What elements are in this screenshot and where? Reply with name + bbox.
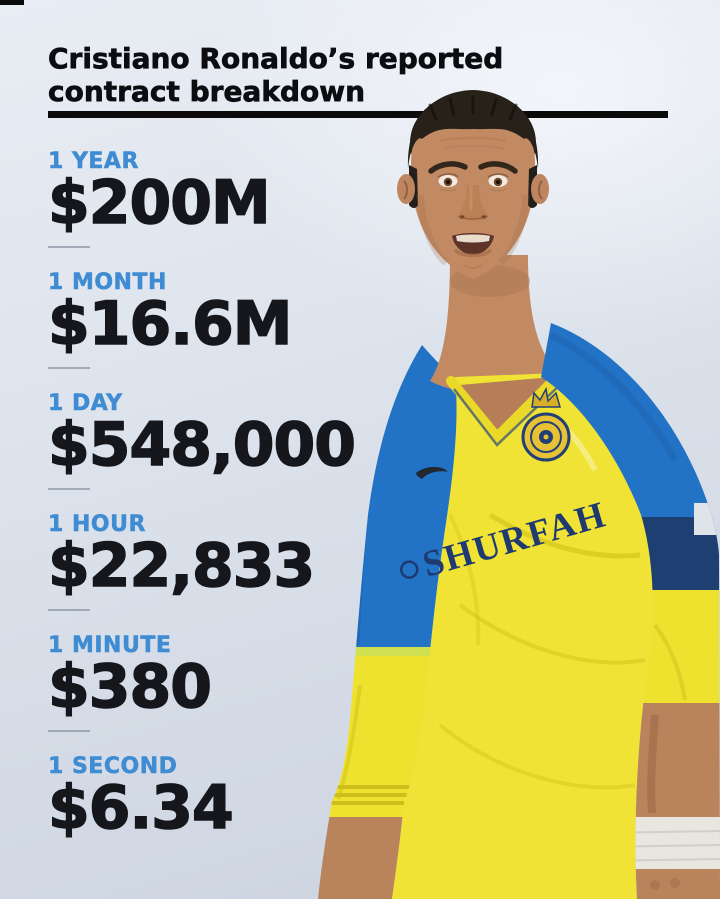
stat-amount-value: $6.34 <box>47 773 234 843</box>
stat-period-label: 1 SECOND <box>48 754 178 779</box>
stat-amount-value: $16.6M <box>47 289 293 359</box>
divider <box>48 609 90 611</box>
corner-mark <box>0 0 24 5</box>
stat-period-label: 1 YEAR <box>48 149 139 174</box>
page-title-line2: contract breakdown <box>48 75 366 109</box>
eyebrows <box>428 161 518 174</box>
ronaldo-photo: SHURFAH <box>300 85 720 899</box>
stat-row-second: 1 SECOND $6.34 <box>47 754 368 876</box>
title-underline-rule <box>48 111 668 118</box>
divider <box>48 488 90 490</box>
stat-amount-value: $22,833 <box>47 531 316 601</box>
jersey-torso <box>392 373 653 899</box>
stat-row-year: 1 YEAR $200M <box>47 149 368 271</box>
stat-period-label: 1 MINUTE <box>48 633 172 658</box>
hair-fringe <box>407 90 539 169</box>
divider <box>48 246 90 248</box>
mouth <box>452 233 494 258</box>
divider <box>48 367 90 369</box>
stat-row-hour: 1 HOUR $22,833 <box>47 512 368 634</box>
stat-period-label: 1 HOUR <box>48 512 146 537</box>
stat-row-day: 1 DAY $548,000 <box>47 391 368 513</box>
stat-period-label: 1 MONTH <box>48 270 167 295</box>
contract-stats-list: 1 YEAR $200M 1 MONTH $16.6M 1 DAY $548,0… <box>47 149 368 876</box>
kit-brand-icon <box>416 466 448 479</box>
page-title: Cristiano Ronaldo’s reported contract br… <box>48 42 608 109</box>
neck <box>430 255 560 394</box>
al-nassr-crest-icon <box>521 386 571 462</box>
stat-row-month: 1 MONTH $16.6M <box>47 270 368 392</box>
sponsor-mark-icon <box>400 560 419 579</box>
eyes <box>437 173 509 192</box>
divider <box>48 730 90 732</box>
chest-skin <box>460 377 552 437</box>
stat-row-minute: 1 MINUTE $380 <box>47 633 368 755</box>
stat-amount-value: $380 <box>47 652 213 722</box>
nose <box>457 185 489 221</box>
head <box>397 90 549 279</box>
page-title-line1: Cristiano Ronaldo’s reported <box>48 42 504 76</box>
stat-amount-value: $548,000 <box>47 410 357 480</box>
stat-amount-value: $200M <box>47 168 271 238</box>
stat-period-label: 1 DAY <box>48 391 123 416</box>
